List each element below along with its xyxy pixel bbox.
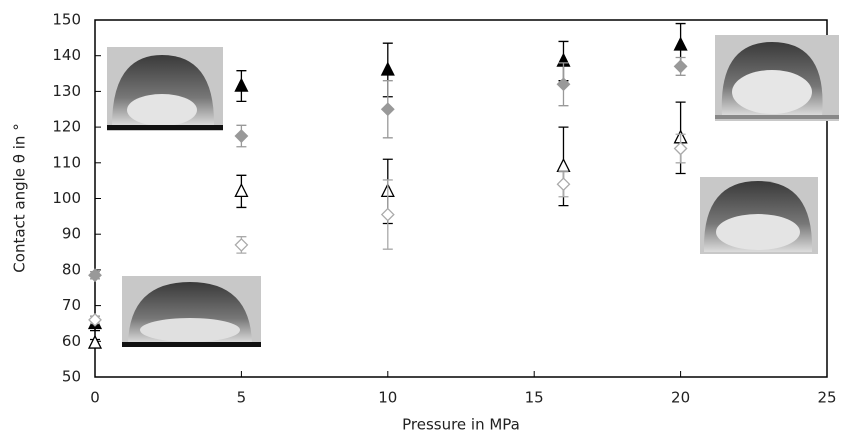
droplet-photo: [700, 177, 818, 254]
data-point: [88, 312, 102, 327]
y-tick-label: 50: [62, 368, 81, 386]
data-point: [673, 141, 688, 156]
x-tick-label: 5: [237, 389, 247, 407]
y-tick-label: 100: [52, 189, 81, 207]
y-tick-label: 60: [62, 332, 81, 350]
data-point: [234, 129, 249, 143]
data-point: [380, 207, 395, 222]
y-tick-label: 120: [52, 118, 81, 136]
data-point: [673, 36, 688, 51]
data-point: [88, 268, 102, 283]
x-axis-label: Pressure in MPa: [402, 416, 520, 434]
y-tick-label: 150: [52, 11, 81, 29]
y-tick-label: 70: [62, 296, 81, 314]
droplet-photo: [122, 276, 261, 347]
y-tick-label: 110: [52, 153, 81, 171]
data-point: [234, 77, 249, 92]
data-point: [556, 157, 571, 173]
x-tick-label: 10: [378, 389, 397, 407]
y-tick-label: 80: [62, 260, 81, 278]
x-tick-label: 15: [525, 389, 544, 407]
data-point: [380, 102, 395, 117]
data-point: [87, 334, 103, 349]
x-tick-label: 20: [671, 389, 690, 407]
data-point: [556, 177, 571, 192]
data-point: [556, 77, 571, 92]
droplet-photo: [715, 35, 839, 121]
y-tick-label: 90: [62, 225, 81, 243]
y-tick-label: 140: [52, 46, 81, 64]
data-point: [234, 182, 249, 198]
data-point: [380, 61, 395, 76]
droplet-photo: [107, 47, 223, 131]
x-tick-label: 25: [817, 389, 836, 407]
x-tick-label: 0: [90, 389, 100, 407]
y-axis-label: Contact angle θ in °: [11, 123, 29, 272]
y-tick-label: 130: [52, 82, 81, 100]
data-point: [234, 237, 249, 252]
data-point: [673, 59, 688, 74]
